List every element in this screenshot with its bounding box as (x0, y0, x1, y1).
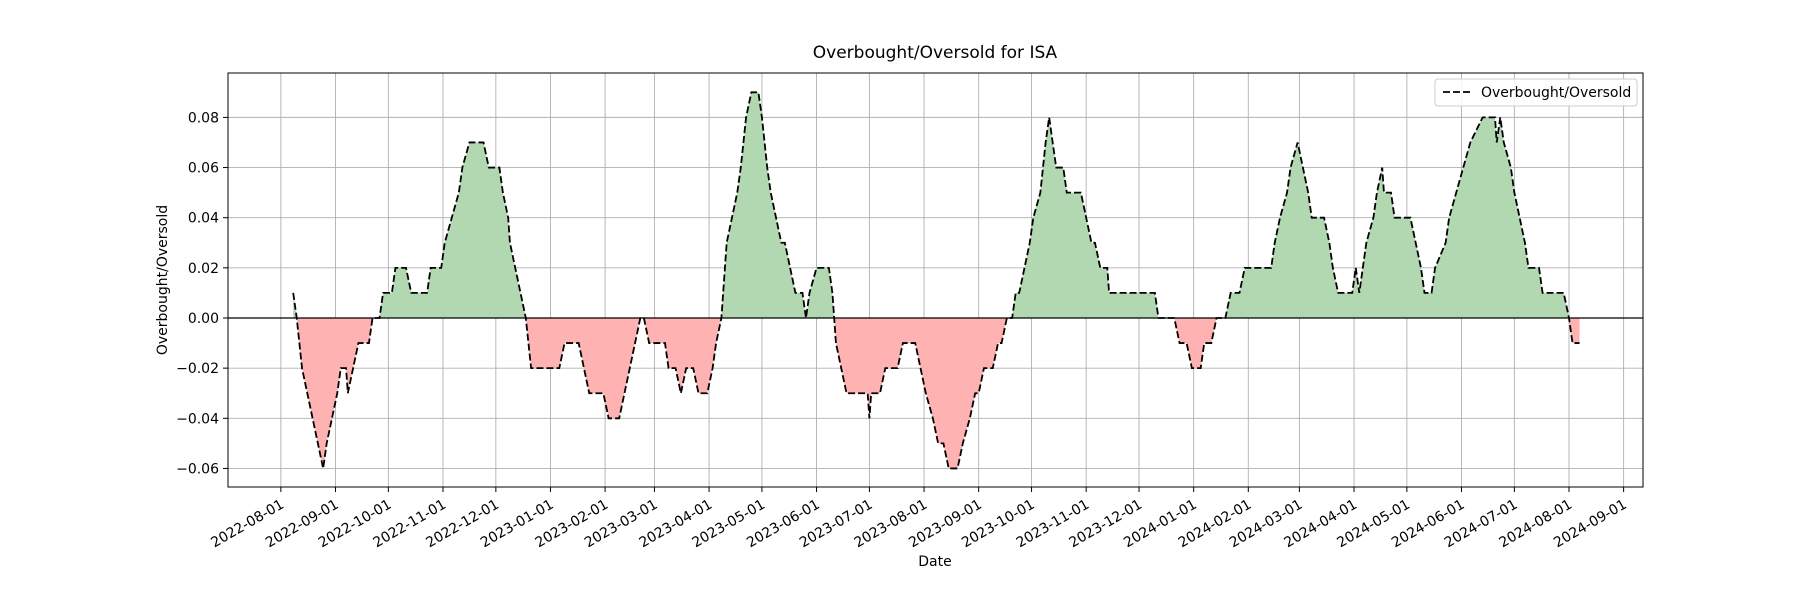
y-tick-label: 0.08 (188, 110, 219, 126)
data-line (292, 91, 1580, 470)
legend-box (1434, 78, 1638, 107)
legend-label: Overbought/Oversold (1481, 85, 1631, 101)
y-tick-label: 0.00 (188, 311, 219, 327)
fills (293, 92, 1580, 469)
y-tick-label: 0.02 (188, 261, 219, 277)
y-tick-label: −0.02 (176, 361, 219, 377)
y-tick-label: −0.06 (176, 461, 219, 477)
y-tick-label: 0.06 (188, 161, 219, 177)
data (228, 91, 1643, 470)
x-axis-label: Date (918, 554, 951, 570)
negative-fill (293, 317, 1580, 469)
plot-frame (227, 72, 1644, 488)
chart-title: Overbought/Oversold for ISA (813, 43, 1058, 63)
positive-fill (293, 92, 1569, 318)
y-axis-label: Overbought/Oversold (155, 205, 171, 355)
y-tick-label: 0.04 (188, 211, 219, 227)
y-tick-label: −0.04 (176, 411, 219, 427)
